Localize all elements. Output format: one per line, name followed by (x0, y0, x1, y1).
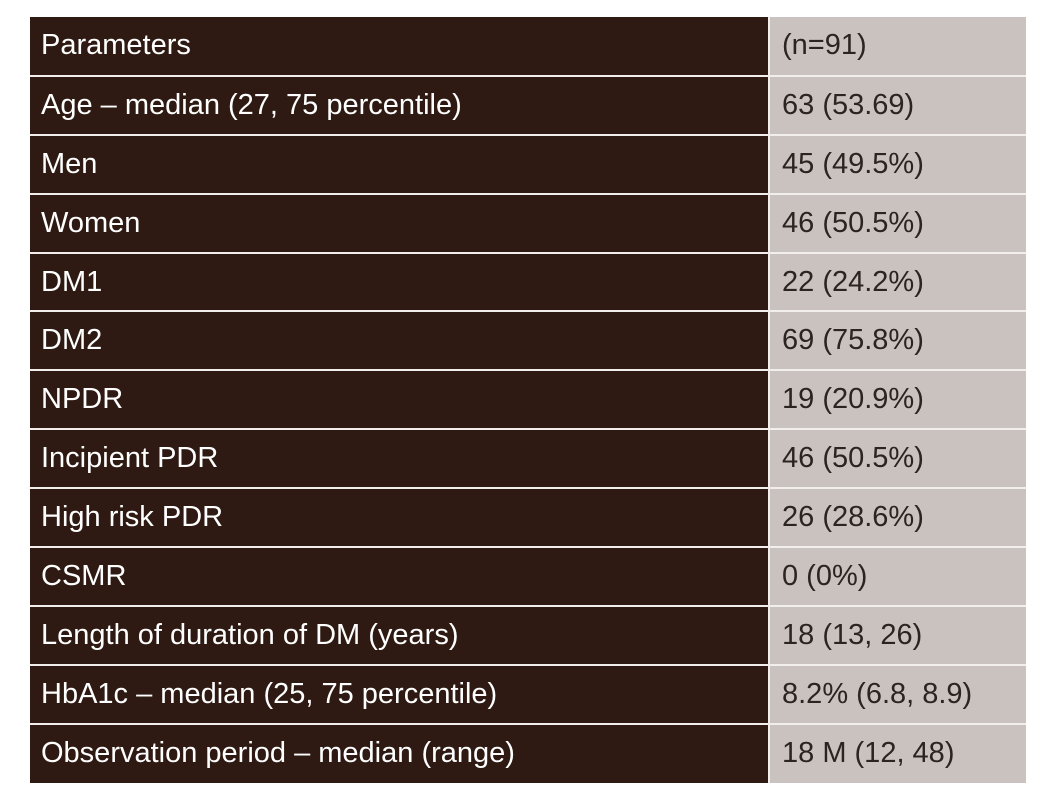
row-label: DM1 (30, 252, 770, 313)
row-label: Women (30, 193, 770, 254)
table-row: Age – median (27, 75 percentile) 63 (53.… (30, 75, 1026, 136)
header-parameters: Parameters (30, 17, 770, 77)
row-value: 18 M (12, 48) (769, 723, 1026, 783)
table-row: Incipient PDR 46 (50.5%) (30, 429, 1026, 490)
row-label: Length of duration of DM (years) (30, 605, 770, 666)
row-label: Men (30, 134, 770, 195)
table-row: DM2 69 (75.8%) (30, 311, 1026, 372)
data-table: Parameters (n=91) Age – median (27, 75 p… (30, 17, 1026, 783)
table-row: Length of duration of DM (years) 18 (13,… (30, 605, 1026, 666)
row-value: 26 (28.6%) (769, 488, 1026, 549)
row-value: 63 (53.69) (769, 75, 1026, 136)
row-value: 18 (13, 26) (769, 605, 1026, 666)
table-row: Women 46 (50.5%) (30, 193, 1026, 254)
row-value: 45 (49.5%) (769, 134, 1026, 195)
row-value: 0 (0%) (769, 547, 1026, 607)
table-row: HbA1c – median (25, 75 percentile) 8.2% … (30, 664, 1026, 725)
table-row: NPDR 19 (20.9%) (30, 370, 1026, 431)
table-header-row: Parameters (n=91) (30, 17, 1026, 77)
table-row: CSMR 0 (0%) (30, 547, 1026, 607)
row-label: Age – median (27, 75 percentile) (30, 75, 770, 136)
row-value: 46 (50.5%) (769, 193, 1026, 254)
row-label: HbA1c – median (25, 75 percentile) (30, 664, 770, 725)
table-row: Men 45 (49.5%) (30, 134, 1026, 195)
row-label: DM2 (30, 311, 770, 372)
table-row: DM1 22 (24.2%) (30, 252, 1026, 313)
header-n: (n=91) (769, 17, 1026, 77)
row-label: CSMR (30, 547, 770, 607)
row-value: 46 (50.5%) (769, 429, 1026, 490)
row-label: NPDR (30, 370, 770, 431)
row-value: 69 (75.8%) (769, 311, 1026, 372)
row-label: Observation period – median (range) (30, 723, 770, 783)
row-value: 22 (24.2%) (769, 252, 1026, 313)
row-value: 19 (20.9%) (769, 370, 1026, 431)
row-value: 8.2% (6.8, 8.9) (769, 664, 1026, 725)
table-row: High risk PDR 26 (28.6%) (30, 488, 1026, 549)
row-label: High risk PDR (30, 488, 770, 549)
parameters-table: Parameters (n=91) Age – median (27, 75 p… (30, 17, 1026, 783)
row-label: Incipient PDR (30, 429, 770, 490)
table-row: Observation period – median (range) 18 M… (30, 723, 1026, 783)
